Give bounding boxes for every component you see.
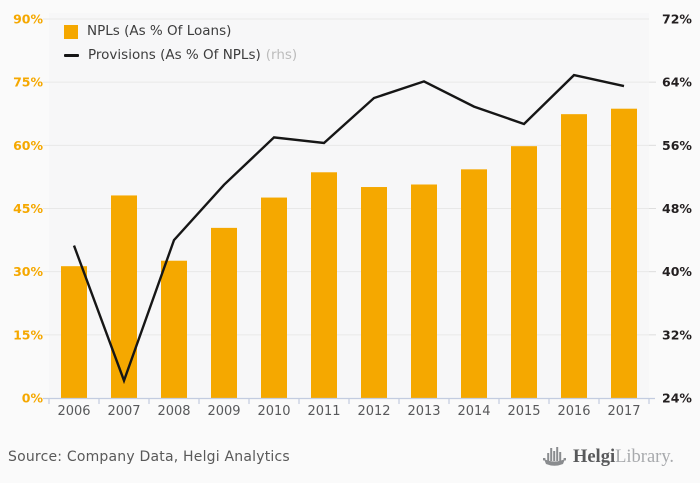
year-label-2013: 2013 bbox=[407, 404, 440, 419]
chart: 0% 15% 30% 45% 60% 75% 90% 24% 32% 40% 48% 56% 64% 72… bbox=[13, 12, 692, 420]
left-axis-label-75%: 75% bbox=[13, 75, 43, 90]
right-axis-label-24%: 24% bbox=[662, 391, 692, 406]
logo-text-helgi: Helgi bbox=[572, 447, 616, 467]
left-axis-label-15%: 15% bbox=[13, 327, 43, 342]
bar-2015 bbox=[511, 146, 537, 398]
legend-label-npls: NPLs (As % Of Loans) bbox=[87, 23, 232, 39]
year-label-2012: 2012 bbox=[357, 404, 390, 419]
year-label-2009: 2009 bbox=[207, 404, 240, 419]
chart-svg: 0% 15% 30% 45% 60% 75% 90% 24% 32% 40% 48% 56% 64% 72… bbox=[13, 12, 692, 420]
year-label-2007: 2007 bbox=[107, 404, 140, 419]
year-label-2008: 2008 bbox=[157, 404, 190, 419]
legend-item-provisions: Provisions (As % Of NPLs) (rhs) bbox=[64, 47, 297, 64]
logo-text-library: Library. bbox=[615, 447, 674, 467]
right-axis-label-72%: 72% bbox=[662, 12, 692, 27]
year-label-2011: 2011 bbox=[307, 404, 340, 419]
bar-2009 bbox=[211, 227, 237, 398]
right-axis-label-64%: 64% bbox=[662, 75, 692, 90]
bar-2008 bbox=[161, 260, 187, 398]
year-label-2015: 2015 bbox=[507, 404, 540, 419]
source-text: Source: Company Data, Helgi Analytics bbox=[8, 449, 290, 465]
bar-2007 bbox=[111, 195, 137, 398]
left-axis-label-90%: 90% bbox=[13, 12, 43, 27]
plot-area bbox=[49, 13, 649, 398]
bar-2017 bbox=[611, 108, 637, 399]
bar-2013 bbox=[411, 184, 437, 398]
bar-2006 bbox=[61, 266, 87, 398]
year-label-2016: 2016 bbox=[557, 404, 590, 419]
helgi-ship-icon bbox=[542, 444, 568, 468]
bar-2010 bbox=[261, 197, 287, 398]
bar-2012 bbox=[361, 187, 387, 398]
chart-legend: NPLs (As % Of Loans) Provisions (As % Of… bbox=[64, 23, 297, 64]
provisions-line bbox=[72, 73, 625, 385]
year-label-2010: 2010 bbox=[257, 404, 290, 419]
legend-label-provisions: Provisions (As % Of NPLs) (rhs) bbox=[88, 47, 298, 63]
right-axis-label-48%: 48% bbox=[662, 201, 692, 216]
legend-rhs-note: (rhs) bbox=[265, 47, 298, 63]
year-label-2006: 2006 bbox=[57, 404, 90, 419]
npls-swatch-icon bbox=[64, 24, 78, 39]
year-label-2017: 2017 bbox=[607, 404, 640, 419]
right-axis-label-40%: 40% bbox=[662, 264, 692, 279]
legend-item-npls: NPLs (As % Of Loans) bbox=[64, 23, 297, 40]
right-axis-label-32%: 32% bbox=[662, 327, 692, 342]
bar-2014 bbox=[461, 169, 487, 398]
left-axis-label-60%: 60% bbox=[13, 138, 43, 153]
helgi-logo-text: HelgiLibrary. bbox=[573, 446, 674, 468]
right-axis-label-56%: 56% bbox=[662, 138, 692, 153]
bar-2016 bbox=[561, 114, 587, 398]
left-axis-label-30%: 30% bbox=[13, 264, 43, 279]
provisions-swatch-icon bbox=[64, 54, 79, 57]
year-label-2014: 2014 bbox=[457, 404, 490, 419]
helgi-library-logo: HelgiLibrary. bbox=[542, 444, 674, 468]
left-axis-label-0%: 0% bbox=[22, 391, 44, 406]
left-axis-label-45%: 45% bbox=[13, 201, 43, 216]
bar-2011 bbox=[311, 172, 337, 398]
